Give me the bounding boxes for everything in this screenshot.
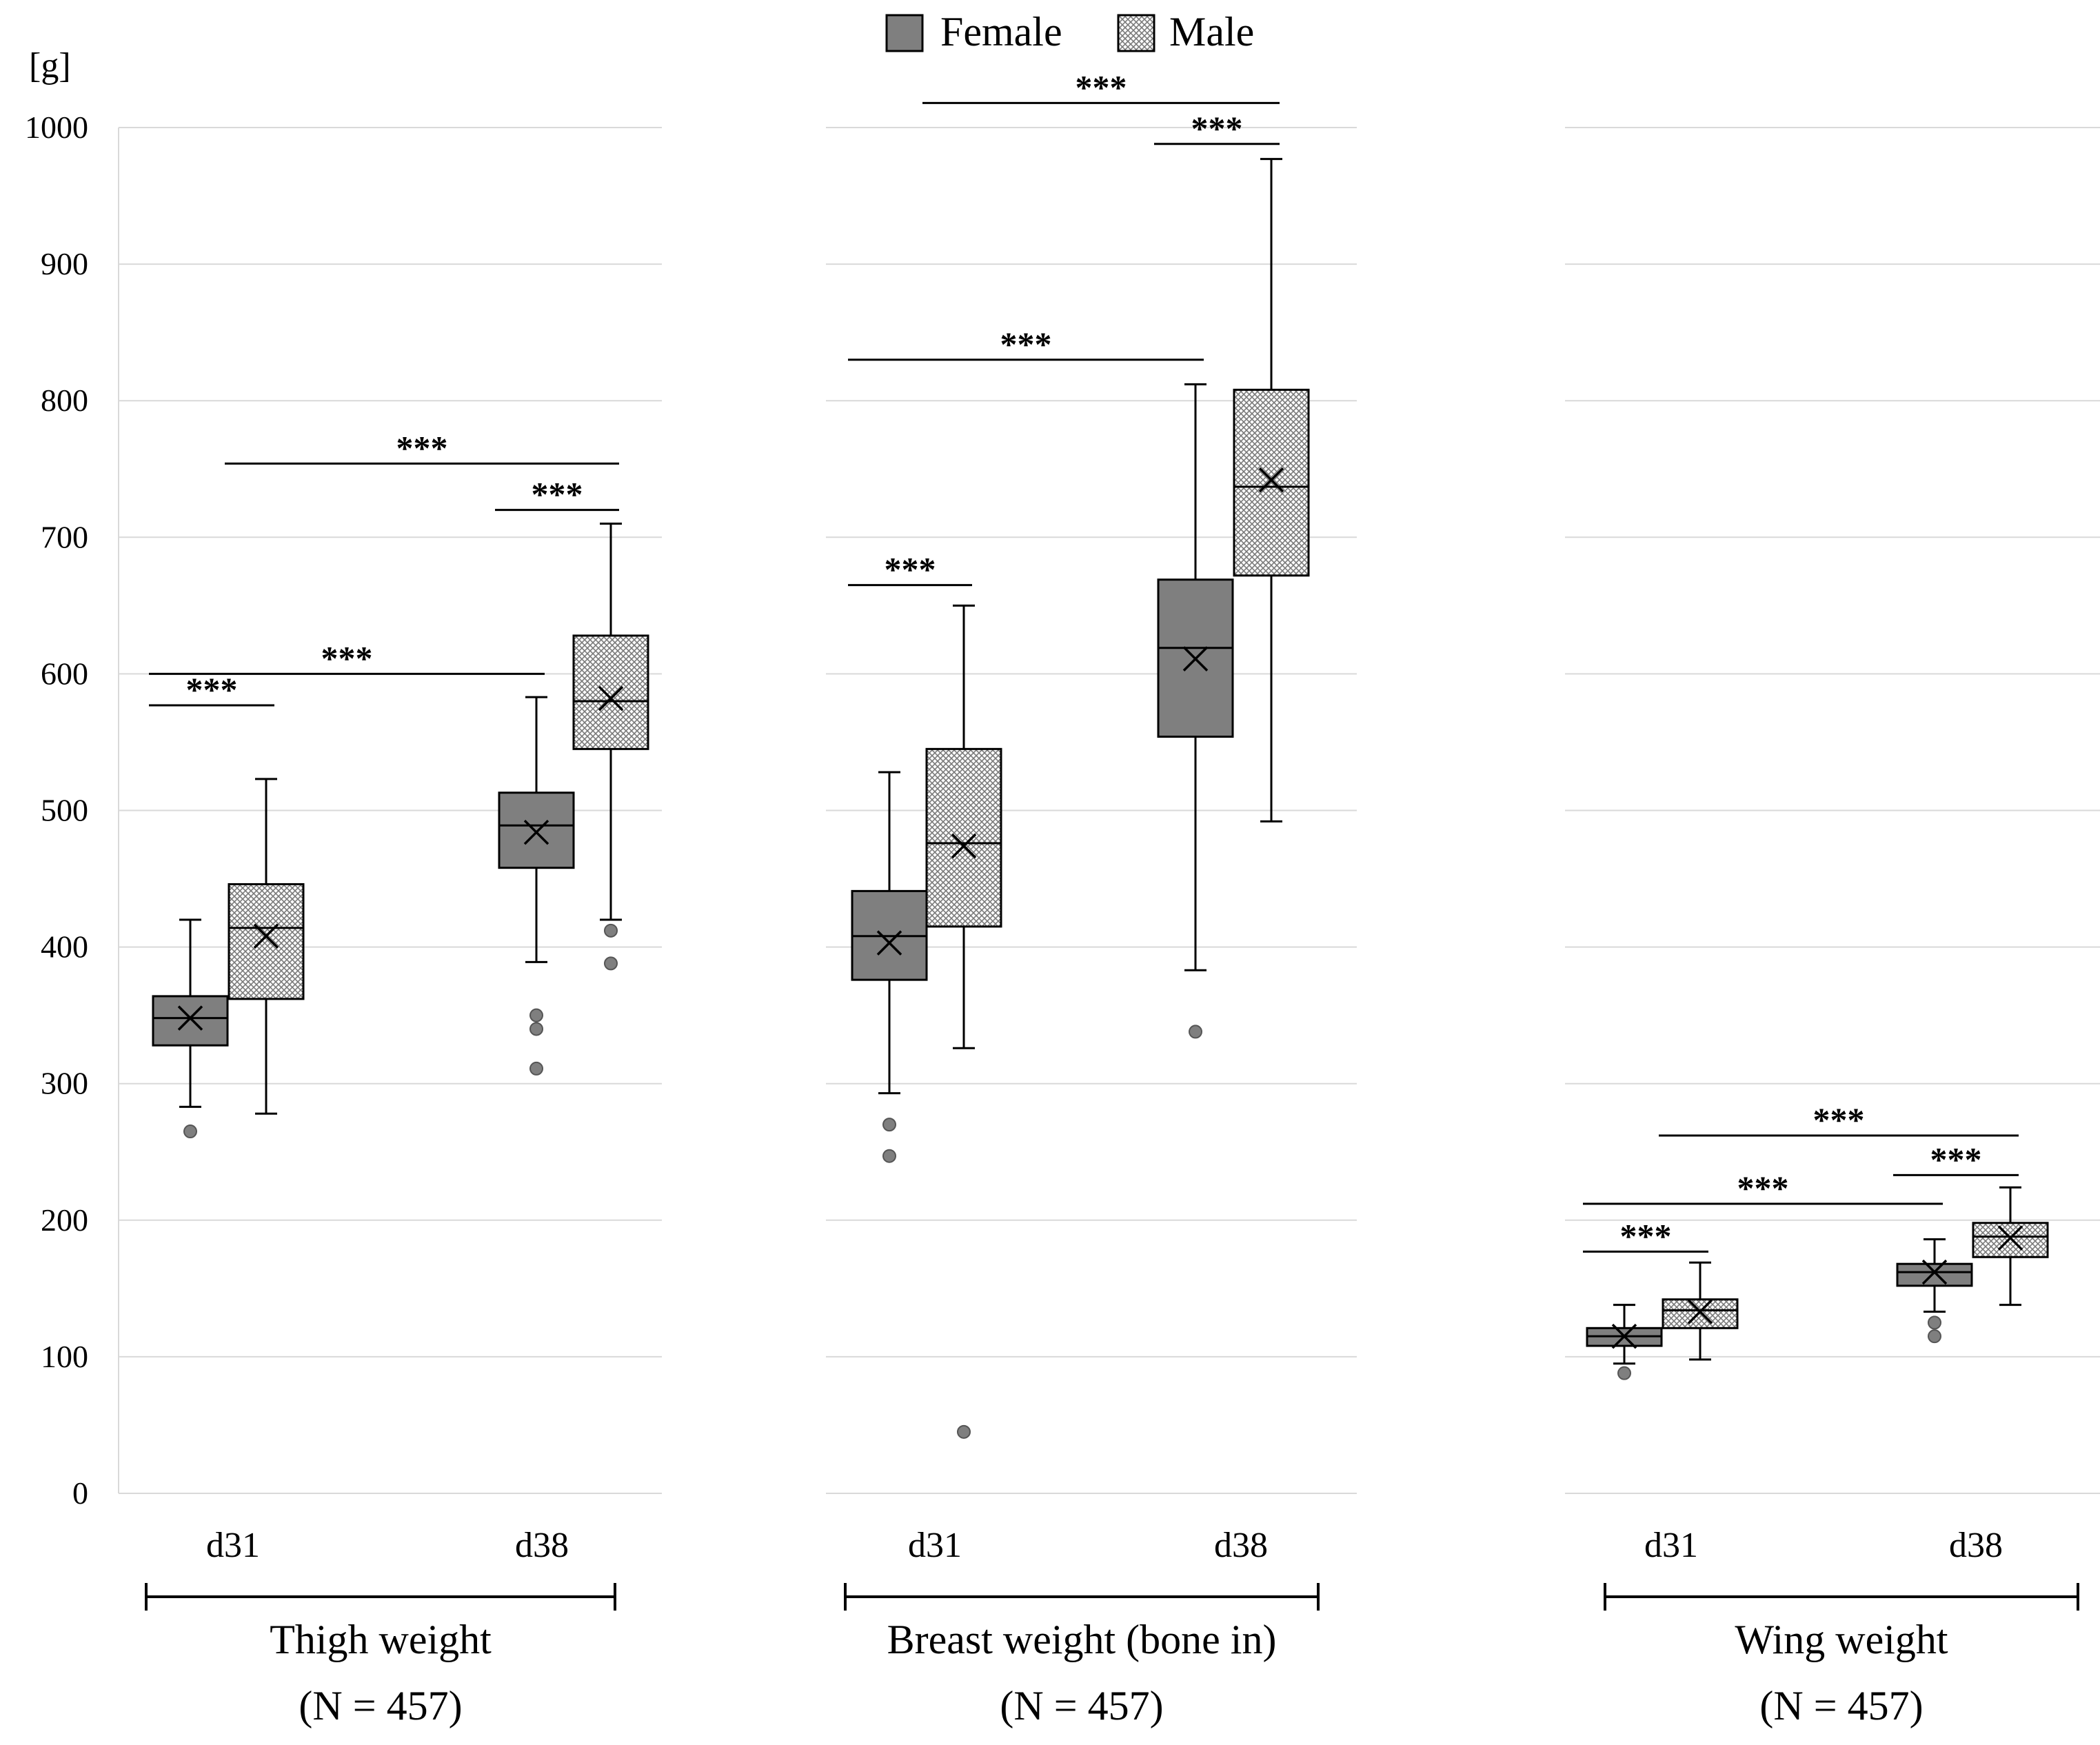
significance-label: ***: [321, 638, 373, 677]
mean-marker: [1258, 467, 1284, 493]
y-axis: 0 100 200 300 400 500 600 700 800 900 1000 [g]: [25, 46, 88, 1511]
y-tick-label: 300: [41, 1066, 88, 1101]
significance-label: ***: [1076, 68, 1127, 106]
mean-marker: [1687, 1299, 1713, 1324]
significance-label: ***: [186, 670, 238, 709]
outlier-point: [957, 1424, 971, 1439]
y-axis-label: [g]: [29, 46, 71, 85]
mean-marker: [598, 685, 624, 712]
category-label: d38: [515, 1526, 569, 1565]
y-tick-label: 500: [41, 793, 88, 828]
y-tick-label: 400: [41, 929, 88, 965]
box-iqr: [1896, 1262, 1973, 1287]
significance-label: ***: [1000, 325, 1052, 363]
significance-label: ***: [1930, 1140, 1982, 1178]
outlier-point: [604, 923, 618, 938]
mean-marker: [1611, 1323, 1637, 1349]
y-tick-label: 900: [41, 246, 88, 281]
box-iqr: [1662, 1298, 1739, 1329]
mean-marker: [1997, 1225, 2023, 1251]
box-iqr: [152, 995, 229, 1047]
legend-swatch-female: [885, 14, 924, 52]
mean-marker: [1182, 646, 1209, 672]
panel-3: d31 d38 Wing weight (N = 457) *** *** *** ***: [1583, 1100, 2079, 1728]
box-iqr: [572, 634, 649, 750]
panel-title: Breast weight (bone in): [887, 1617, 1277, 1662]
box-male-d31: [1662, 1261, 1739, 1361]
mean-marker: [253, 923, 279, 949]
category-label: d38: [1949, 1526, 2003, 1565]
category-label: d31: [1644, 1526, 1698, 1565]
box-iqr: [1972, 1222, 2049, 1258]
box-male-d38: [1972, 1186, 2049, 1307]
mean-marker: [876, 930, 902, 956]
significance-label: ***: [532, 475, 583, 514]
y-tick-label: 100: [41, 1339, 88, 1374]
category-label: d31: [908, 1526, 962, 1565]
y-tick-label: 700: [41, 519, 88, 554]
outlier-point: [604, 956, 618, 971]
box-female-d38: [1157, 383, 1234, 1039]
box-female-d38: [498, 696, 575, 1076]
panel-n-label: (N = 457): [1759, 1683, 1923, 1728]
outlier-point: [529, 1061, 543, 1076]
outlier-point: [1928, 1315, 1941, 1330]
outlier-point: [1189, 1025, 1202, 1039]
significance-label: ***: [396, 428, 448, 467]
box-female-d38: [1896, 1238, 1973, 1344]
box-female-d31: [152, 918, 229, 1139]
y-tick-label: 200: [41, 1202, 88, 1238]
category-label: d38: [1214, 1526, 1268, 1565]
outlier-point: [882, 1149, 896, 1163]
box-iqr: [228, 882, 305, 1000]
box-male-d38: [1233, 158, 1310, 823]
outlier-point: [1617, 1366, 1631, 1380]
outlier-point: [882, 1118, 896, 1132]
y-tick-label: 0: [72, 1475, 88, 1511]
y-tick-label: 600: [41, 656, 88, 691]
box-male-d31: [228, 778, 305, 1115]
outlier-point: [529, 1022, 543, 1036]
gridlines: [118, 127, 2100, 1494]
y-tick-label: 1000: [25, 110, 88, 145]
mean-marker: [1921, 1259, 1948, 1285]
outlier-point: [1928, 1329, 1941, 1344]
significance-label: ***: [1191, 109, 1243, 148]
box-iqr: [925, 747, 1002, 928]
box-female-d31: [1586, 1304, 1663, 1380]
significance-label: ***: [885, 550, 936, 589]
box-male-d38: [572, 522, 649, 971]
panel-2: d31 d38 Breast weight (bone in) (N = 457) **…: [844, 68, 1320, 1728]
mean-marker: [177, 1005, 203, 1031]
significance-label: ***: [1620, 1216, 1672, 1255]
legend: Female Male: [885, 9, 1254, 54]
y-tick-label: 800: [41, 383, 88, 418]
box-iqr: [1233, 388, 1310, 577]
panel-title: Thigh weight: [270, 1617, 492, 1662]
panel-1: d31 d38 Thigh weight (N = 457) *** *** *** ***: [145, 428, 649, 1728]
box-male-d31: [925, 604, 1002, 1439]
outlier-point: [183, 1124, 197, 1139]
significance-label: ***: [1737, 1169, 1789, 1207]
panel-n-label: (N = 457): [1000, 1683, 1163, 1728]
box-female-d31: [851, 771, 928, 1163]
mean-marker: [523, 819, 549, 845]
box-iqr: [498, 791, 575, 869]
legend-label-male: Male: [1169, 9, 1254, 54]
category-label: d31: [206, 1526, 260, 1565]
legend-swatch-male: [1117, 14, 1155, 52]
outlier-point: [529, 1008, 543, 1022]
mean-marker: [951, 833, 977, 859]
legend-label-female: Female: [940, 9, 1062, 54]
panel-title: Wing weight: [1735, 1617, 1948, 1662]
panel-n-label: (N = 457): [299, 1683, 462, 1728]
significance-label: ***: [1813, 1100, 1865, 1139]
